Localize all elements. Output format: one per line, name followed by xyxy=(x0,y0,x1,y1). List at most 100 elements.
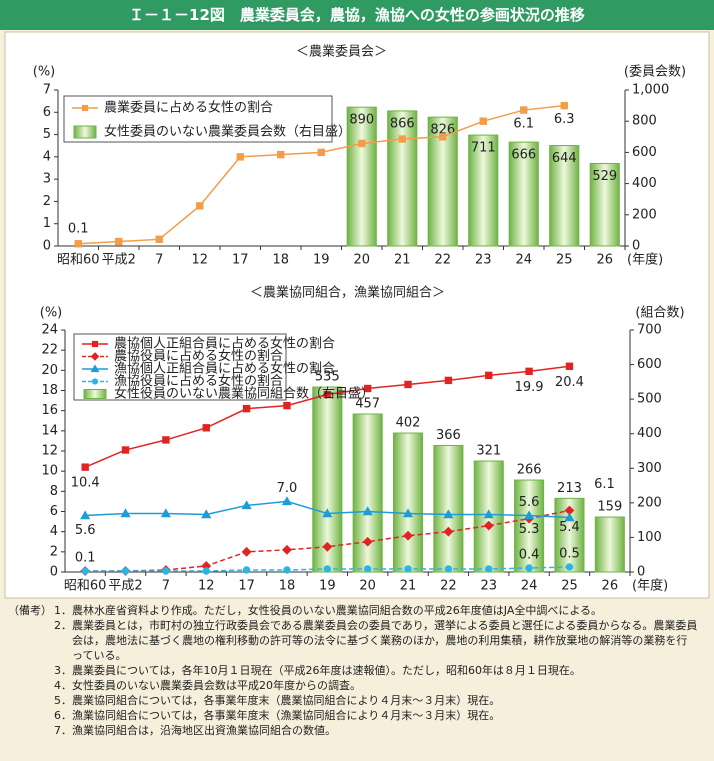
legend-marker xyxy=(90,364,100,373)
bar-value-label: 266 xyxy=(517,463,542,478)
line-point xyxy=(404,565,412,573)
line-point xyxy=(402,508,414,518)
point-value-label: 5.6 xyxy=(75,523,96,538)
y-tick-label: 0 xyxy=(43,239,51,254)
line-point xyxy=(283,566,291,574)
line-point xyxy=(121,446,130,454)
line-point xyxy=(80,510,91,520)
legend-marker xyxy=(90,352,100,361)
bar-value-label: 890 xyxy=(349,113,374,128)
bar xyxy=(346,106,377,247)
line-point xyxy=(524,510,535,520)
line-point xyxy=(403,530,413,541)
x-tick-label: 25 xyxy=(556,253,573,268)
y2-tick-label: 1,000 xyxy=(632,83,669,98)
line-point xyxy=(444,565,453,573)
y-axis-label: (%) xyxy=(40,306,63,321)
point-value-label: 0.4 xyxy=(519,547,540,562)
y-tick-label: 4 xyxy=(50,524,58,539)
line-point xyxy=(362,506,373,516)
y2-tick-label: 500 xyxy=(637,392,662,407)
x-tick-label: 26 xyxy=(602,579,619,594)
y-tick-label: 24 xyxy=(41,323,58,338)
x-tick-label: 22 xyxy=(440,579,457,594)
x-tick-label: 25 xyxy=(561,579,578,594)
line-point xyxy=(323,565,332,573)
point-value-label: 19.9 xyxy=(515,380,544,395)
bar xyxy=(508,141,539,247)
y2-tick-label: 0 xyxy=(637,565,645,580)
x-tick-label: 12 xyxy=(191,253,208,268)
line-point xyxy=(323,390,332,399)
line-point xyxy=(155,235,163,244)
bar-value-label: 402 xyxy=(396,416,421,431)
x-axis-label: (年度) xyxy=(632,578,668,594)
line-point xyxy=(565,362,574,371)
line-point xyxy=(358,139,366,148)
line-point xyxy=(322,508,333,518)
note-item: 6．漁業協同組合については，各事業年度末（漁業協同組合により４月末～３月末）現在… xyxy=(54,709,501,722)
line-point xyxy=(317,148,325,157)
point-value-label: 5.6 xyxy=(519,495,540,510)
line-point xyxy=(115,237,123,246)
legend-marker xyxy=(91,340,99,348)
line-point xyxy=(443,509,454,519)
legend-label: 農協個人正組合員に占める女性の割合 xyxy=(114,336,335,352)
line-point xyxy=(281,496,293,506)
legend-label: 漁協役員に占める女性の割合 xyxy=(114,373,283,389)
line-point xyxy=(564,512,575,522)
line-point xyxy=(241,500,252,510)
bar-value-label: 535 xyxy=(315,370,340,385)
point-value-label: 0.5 xyxy=(559,546,580,561)
y-tick-label: 6 xyxy=(50,504,58,519)
line-point xyxy=(479,117,487,125)
note-item: 7．漁業協同組合は，沿海地区出資漁業協同組合の数値。 xyxy=(54,724,336,737)
x-tick-label: 18 xyxy=(279,579,296,594)
bar xyxy=(387,110,418,247)
notes-list: 1．農林水産省資料より作成。ただし，女性役員のいない農業協同組合数の平成26年度… xyxy=(8,603,698,738)
y2-axis-label: (組合数) xyxy=(635,306,684,321)
chart-title: ＜農業委員会＞ xyxy=(296,44,387,60)
x-tick-label: 17 xyxy=(238,579,255,594)
y-tick-label: 20 xyxy=(41,363,58,378)
line-point xyxy=(443,526,454,537)
x-tick-label: 23 xyxy=(475,253,492,268)
legend-label: 女性役員のいない農業協同組合数（右目盛） xyxy=(114,386,374,402)
y-tick-label: 8 xyxy=(50,484,58,499)
bar xyxy=(393,432,424,573)
bar-value-label: 321 xyxy=(476,444,501,459)
legend-label: 女性委員のいない農業委員会数（右目盛） xyxy=(104,124,351,140)
bar-value-label: 711 xyxy=(471,141,496,156)
y-tick-label: 12 xyxy=(41,444,58,459)
y2-tick-label: 700 xyxy=(637,323,662,338)
x-tick-label: 平成2 xyxy=(102,253,136,268)
y-axis-label: (%) xyxy=(33,65,56,80)
bar xyxy=(433,444,464,573)
x-tick-label: 20 xyxy=(359,579,376,594)
header-title: Ｉ－１－12図 農業委員会，農協，漁協への女性の参画状況の推移 xyxy=(0,0,714,30)
x-tick-label: 17 xyxy=(232,253,249,268)
x-tick-label: 20 xyxy=(353,253,370,268)
line-point xyxy=(202,567,210,575)
y-tick-label: 10 xyxy=(41,464,58,479)
line-point xyxy=(363,565,372,573)
line-point xyxy=(74,240,82,248)
legend-box xyxy=(73,333,287,401)
x-tick-label: 21 xyxy=(394,253,411,268)
y2-tick-label: 200 xyxy=(632,207,657,222)
y2-tick-label: 600 xyxy=(632,145,657,160)
line-point xyxy=(485,371,493,380)
note-item: 3．農業委員については，各年10月１日現在（平成26年度は速報値）。ただし，昭和… xyxy=(54,664,581,677)
point-value-label: 5.3 xyxy=(519,522,540,537)
line-point xyxy=(162,567,170,575)
line-point xyxy=(242,404,251,413)
y2-tick-label: 800 xyxy=(632,114,657,129)
line-point xyxy=(483,509,494,519)
line-point xyxy=(236,153,244,161)
y-tick-label: 3 xyxy=(43,172,51,187)
line-point xyxy=(560,101,568,110)
legend-label: 農業委員に占める女性の割合 xyxy=(104,100,273,116)
y-tick-label: 2 xyxy=(50,544,58,559)
x-tick-label: 26 xyxy=(596,253,613,268)
x-tick-label: 7 xyxy=(162,579,170,594)
